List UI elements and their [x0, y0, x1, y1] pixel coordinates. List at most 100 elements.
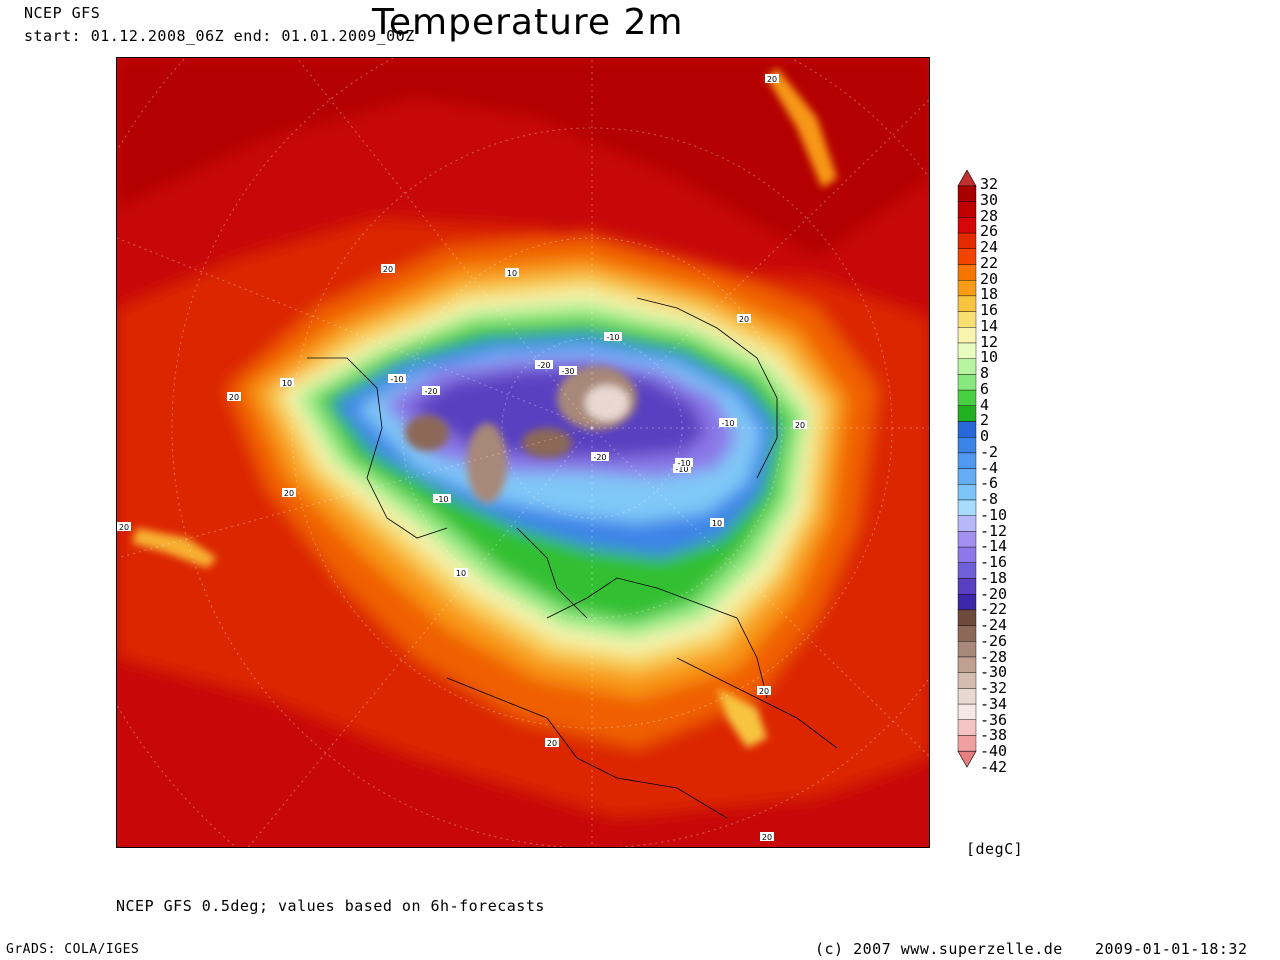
colorbar-swatch — [957, 641, 977, 658]
colorbar-swatch — [957, 515, 977, 532]
colorbar-tick-label: -32 — [980, 679, 1008, 697]
contour-label: 20 — [117, 522, 131, 532]
colorbar-tick-label: -36 — [980, 710, 1008, 729]
colorbar-swatch — [957, 546, 977, 564]
colorbar-tick-label: -28 — [980, 647, 1008, 666]
colorbar-swatch — [957, 185, 977, 202]
colorbar-tick-label: -6 — [980, 474, 999, 493]
colorbar-swatch — [957, 201, 977, 218]
colorbar-swatch — [957, 232, 977, 249]
contour-label: 20 — [737, 314, 751, 324]
colorbar-tick-label: -8 — [980, 490, 999, 508]
unit-label: [degC] — [966, 840, 1024, 858]
colorbar-tick-label: 30 — [980, 190, 999, 209]
source-note: NCEP GFS 0.5deg; values based on 6h-fore… — [116, 897, 545, 915]
colorbar-tick-label: -14 — [980, 537, 1008, 556]
colorbar-tick-label: -12 — [980, 521, 1008, 540]
colorbar-tick-label: -26 — [980, 631, 1008, 650]
colorbar-tick-label: 32 — [980, 175, 999, 193]
contour-label: 20 — [227, 392, 241, 402]
svg-text:20: 20 — [739, 315, 749, 324]
colorbar-swatch — [957, 609, 977, 626]
svg-text:-10: -10 — [606, 333, 619, 342]
colorbar-tick-label: -4 — [980, 458, 999, 477]
colorbar-tick-label: 14 — [980, 316, 999, 335]
colorbar-swatch — [957, 703, 977, 720]
colorbar-swatch — [957, 342, 977, 359]
colorbar-swatch — [957, 578, 977, 595]
svg-text:-30: -30 — [561, 367, 574, 376]
contour-label: -10 — [719, 418, 737, 428]
colorbar-swatch — [957, 374, 977, 391]
colorbar-swatch — [957, 468, 977, 485]
colorbar-tick-label: 18 — [980, 285, 999, 304]
contour-label: -10 — [604, 332, 622, 342]
contour-label: -30 — [559, 366, 577, 376]
colorbar-tick-label: 16 — [980, 301, 999, 319]
colorbar-swatches — [957, 169, 977, 768]
svg-text:20: 20 — [284, 489, 294, 498]
contour-label: 10 — [710, 518, 724, 528]
colorbar-swatch — [957, 688, 977, 705]
contour-label: 10 — [280, 378, 294, 388]
chart-title: Temperature 2m — [372, 2, 684, 43]
coastlines — [307, 297, 838, 819]
svg-text:20: 20 — [759, 687, 769, 696]
colorbar-tick-label: 8 — [980, 364, 990, 382]
svg-text:-10: -10 — [390, 375, 403, 384]
contour-label: 20 — [765, 74, 779, 84]
colorbar-tick-label: 10 — [980, 348, 999, 367]
contour-label: -20 — [591, 452, 609, 462]
svg-text:20: 20 — [795, 421, 805, 430]
svg-text:10: 10 — [712, 519, 722, 528]
contour-labels: 20 10 -10 -20 -30 -10 -20 -10 -20 -10 -1… — [117, 74, 807, 842]
colorbar-tick-label: 28 — [980, 206, 999, 225]
contour-label: 20 — [760, 832, 774, 842]
colorbar-tick-label: -22 — [980, 600, 1008, 619]
software-credit: GrADS: COLA/IGES — [6, 942, 140, 957]
colorbar-tick-label: 6 — [980, 379, 990, 398]
contour-label: -20 — [422, 386, 440, 396]
colorbar-tick-label: 4 — [980, 395, 990, 414]
colorbar-swatch — [957, 264, 977, 281]
svg-text:-10: -10 — [675, 465, 688, 474]
svg-text:10: 10 — [456, 569, 466, 578]
colorbar-tick-label: -38 — [980, 726, 1008, 745]
colorbar-swatch — [957, 437, 977, 454]
svg-text:20: 20 — [767, 75, 777, 84]
svg-text:10: 10 — [507, 269, 517, 278]
contour-label: -10 — [673, 464, 691, 474]
contour-label: 10 — [505, 268, 519, 278]
contour-label: 20 — [545, 738, 559, 748]
svg-text:20: 20 — [383, 265, 393, 274]
colorbar-swatch — [957, 389, 977, 407]
colorbar-swatch — [957, 248, 977, 265]
temperature-map: 20 10 -10 -20 -30 -10 -20 -10 -20 -10 -1… — [116, 57, 930, 848]
colorbar-swatch — [957, 735, 977, 752]
colorbar-tick-label: 22 — [980, 253, 999, 272]
colorbar-swatch — [957, 625, 977, 642]
cold-cores — [405, 366, 637, 503]
colorbar-swatch — [957, 484, 977, 501]
svg-text:-20: -20 — [537, 361, 550, 370]
colorbar-bottom-arrow — [957, 750, 977, 768]
svg-text:10: 10 — [282, 379, 292, 388]
timestamp: 2009-01-01-18:32 — [1095, 940, 1248, 958]
colorbar-swatch — [957, 452, 977, 469]
colorbar-tick-label: -2 — [980, 442, 999, 461]
contour-label: 20 — [381, 264, 395, 274]
colorbar-tick-label: 2 — [980, 411, 990, 430]
colorbar-tick-label: 12 — [980, 332, 999, 351]
colorbar-tick-label: 24 — [980, 238, 999, 256]
contour-label: -20 — [535, 360, 553, 370]
colorbar-swatch — [957, 562, 977, 579]
colorbar-tick-label: -18 — [980, 568, 1008, 587]
svg-text:20: 20 — [229, 393, 239, 402]
contour-label: -10 — [675, 458, 693, 468]
svg-text:-20: -20 — [593, 453, 606, 462]
colorbar-swatch — [957, 327, 977, 344]
colorbar-tick-label: 20 — [980, 269, 999, 288]
colorbar-swatch — [957, 311, 977, 328]
colorbar-tick-label: -20 — [980, 584, 1008, 603]
colorbar-tick-label: -30 — [980, 663, 1008, 682]
